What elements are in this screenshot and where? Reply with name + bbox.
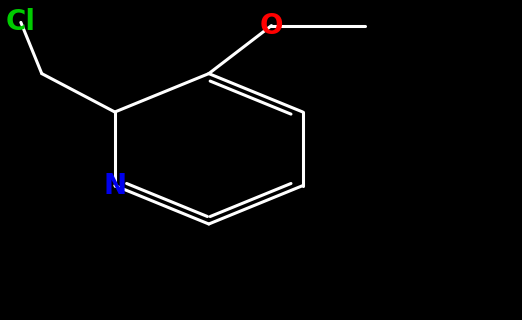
Text: Cl: Cl [6,8,36,36]
Text: O: O [259,12,283,40]
Text: N: N [103,172,126,200]
